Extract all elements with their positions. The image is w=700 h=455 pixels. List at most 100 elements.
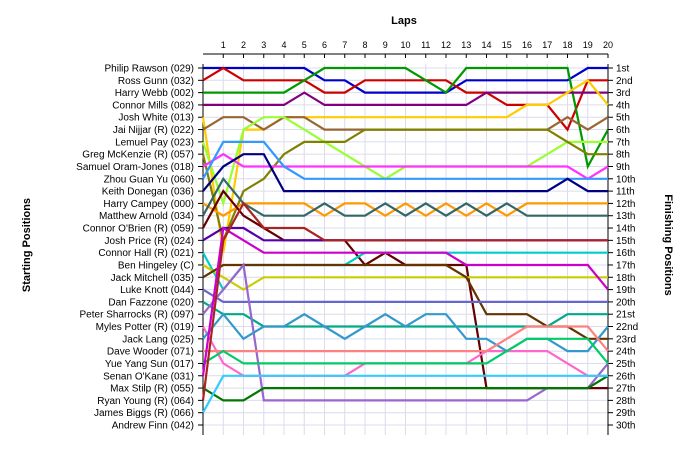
series-line bbox=[202, 337, 609, 365]
starting-label: Jai Nijjar (R) (022) bbox=[113, 125, 194, 136]
series-line bbox=[202, 176, 608, 217]
series-line bbox=[202, 140, 608, 180]
starting-label: Ben Hingeley (C) bbox=[118, 260, 194, 271]
series-line bbox=[201, 226, 609, 376]
series-line bbox=[202, 288, 608, 303]
series-line bbox=[203, 66, 609, 170]
finishing-label: 11th bbox=[616, 187, 635, 198]
finishing-label: 21st bbox=[616, 310, 635, 321]
finishing-label: 22nd bbox=[616, 322, 638, 333]
series-line bbox=[203, 66, 608, 94]
finishing-label: 28th bbox=[616, 396, 635, 407]
series-line bbox=[203, 91, 608, 107]
x-tick-label: 10 bbox=[400, 40, 410, 50]
x-tick-label: 9 bbox=[383, 40, 388, 50]
x-tick-label: 19 bbox=[583, 40, 593, 50]
finishing-label: 30th bbox=[616, 421, 635, 432]
finishing-label: 4th bbox=[616, 100, 630, 111]
x-tick-label: 15 bbox=[502, 40, 512, 50]
x-tick-label: 1 bbox=[221, 40, 226, 50]
starting-label: Myles Potter (R) (019) bbox=[96, 322, 194, 333]
starting-label: Josh White (013) bbox=[118, 113, 194, 124]
starting-label: Andrew Finn (042) bbox=[112, 421, 194, 432]
grid bbox=[203, 64, 609, 435]
x-tick-label: 14 bbox=[481, 40, 491, 50]
finishing-label: 12th bbox=[616, 199, 635, 210]
right-axis-title: Finishing Positions bbox=[662, 194, 674, 295]
series-line bbox=[201, 128, 608, 244]
left-axis-title: Starting Positions bbox=[21, 198, 33, 292]
starting-label: Dave Wooder (071) bbox=[107, 347, 194, 358]
finishing-label: 5th bbox=[616, 113, 630, 124]
x-tick-label: 6 bbox=[322, 40, 327, 50]
starting-label: Connor Hall (R) (021) bbox=[98, 248, 194, 259]
x-tick-label: 18 bbox=[562, 40, 572, 50]
series-lines bbox=[201, 66, 609, 414]
starting-label: Senan O'Kane (031) bbox=[103, 371, 194, 382]
x-tick-label: 11 bbox=[421, 40, 430, 50]
starting-label: Dan Fazzone (020) bbox=[108, 297, 194, 308]
x-tick-label: 20 bbox=[603, 40, 613, 50]
finishing-label: 19th bbox=[616, 285, 635, 296]
starting-label: James Biggs (R) (066) bbox=[94, 408, 194, 419]
series-line bbox=[202, 153, 608, 193]
starting-label: Samuel Oram-Jones (018) bbox=[76, 162, 194, 173]
starting-label: Connor O'Brien (R) (059) bbox=[83, 224, 194, 235]
starting-label: Ross Gunn (032) bbox=[118, 76, 194, 87]
starting-label: Matthew Arnold (034) bbox=[99, 211, 194, 222]
x-tick-label: 12 bbox=[441, 40, 451, 50]
finishing-label: 1st bbox=[616, 64, 630, 75]
starting-label: Harry Campey (000) bbox=[103, 199, 194, 210]
series-line bbox=[202, 374, 609, 402]
x-tick-label: 4 bbox=[281, 40, 286, 50]
series-line bbox=[202, 262, 609, 402]
finishing-label: 25th bbox=[616, 359, 635, 370]
finishing-label: 14th bbox=[616, 224, 635, 235]
starting-label: Lemuel Pay (023) bbox=[115, 137, 194, 148]
finishing-label: 6th bbox=[616, 125, 630, 136]
x-tick-label: 13 bbox=[461, 40, 471, 50]
finishing-label: 26th bbox=[616, 371, 635, 382]
x-tick-label: 16 bbox=[522, 40, 532, 50]
finishing-label: 2nd bbox=[616, 76, 633, 87]
starting-label: Harry Webb (002) bbox=[115, 88, 194, 99]
starting-label: Keith Donegan (036) bbox=[102, 187, 194, 198]
starting-label: Yue Yang Sun (017) bbox=[105, 359, 194, 370]
finishing-label: 8th bbox=[616, 150, 630, 161]
finishing-label: 7th bbox=[616, 137, 630, 148]
finishing-label: 10th bbox=[616, 174, 635, 185]
finishing-label: 24th bbox=[616, 347, 635, 358]
x-tick-label: 3 bbox=[261, 40, 266, 50]
series-line bbox=[202, 264, 608, 291]
starting-label: Luke Knott (044) bbox=[120, 285, 194, 296]
starting-label: Ryan Young (R) (064) bbox=[97, 396, 194, 407]
starting-label: Connor Mills (082) bbox=[112, 100, 194, 111]
x-tick-label: 7 bbox=[342, 40, 347, 50]
series-line bbox=[201, 201, 608, 401]
finishing-label: 15th bbox=[616, 236, 635, 247]
starting-label: Zhou Guan Yu (060) bbox=[104, 174, 194, 185]
starting-label: Philip Rawson (029) bbox=[105, 64, 195, 75]
series-line bbox=[203, 325, 609, 353]
finishing-label: 23rd bbox=[616, 334, 636, 345]
x-tick-label: 5 bbox=[302, 40, 307, 50]
finishing-label: 17th bbox=[616, 260, 635, 271]
starting-label: Greg McKenzie (R) (057) bbox=[82, 150, 194, 161]
finishing-label: 29th bbox=[616, 408, 635, 419]
finishing-label: 16th bbox=[616, 248, 635, 259]
series-line bbox=[202, 263, 608, 340]
starting-label: Jack Lang (025) bbox=[122, 334, 194, 345]
finishing-label: 20th bbox=[616, 297, 635, 308]
finishing-label: 27th bbox=[616, 384, 635, 395]
finishing-label: 3rd bbox=[616, 88, 630, 99]
x-tick-label: 2 bbox=[241, 40, 246, 50]
starting-label: Josh Price (R) (024) bbox=[105, 236, 194, 247]
starting-label: Jack Mitchell (035) bbox=[111, 273, 194, 284]
x-tick-label: 8 bbox=[362, 40, 367, 50]
starting-label: Max Stilp (R) (055) bbox=[110, 384, 194, 395]
series-line bbox=[202, 374, 608, 414]
finishing-label: 13th bbox=[616, 211, 635, 222]
